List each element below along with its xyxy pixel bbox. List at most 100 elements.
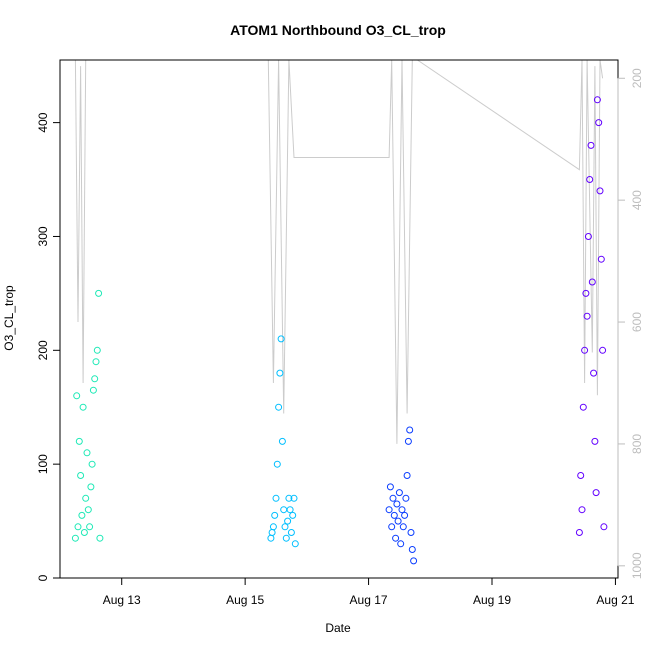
data-point: [410, 557, 418, 565]
data-point: [385, 506, 393, 514]
data-point: [84, 506, 92, 514]
data-point: [87, 483, 95, 491]
data-point: [96, 534, 104, 542]
secondary-y-axis: 200 400 600 800 1000: [617, 68, 644, 579]
data-point: [287, 529, 295, 536]
y-tick-label: 300: [36, 226, 50, 246]
x-axis: Aug 13 Aug 15 Aug 17 Aug 19 Aug 21: [103, 577, 635, 607]
data-point: [273, 460, 281, 468]
data-point: [278, 437, 286, 445]
data-point: [577, 472, 585, 479]
y2-tick-label: 400: [630, 190, 644, 210]
data-point: [407, 529, 415, 536]
y2-tick-label: 200: [630, 68, 644, 88]
data-point: [71, 534, 79, 542]
data-point: [588, 278, 596, 286]
data-point: [286, 506, 294, 514]
data-point: [79, 403, 87, 411]
data-point: [291, 540, 299, 548]
data-point: [408, 546, 416, 553]
data-point: [74, 523, 82, 531]
data-point: [600, 523, 608, 531]
data-point: [290, 494, 298, 502]
data-point: [389, 494, 397, 502]
data-point: [581, 346, 589, 354]
data-point: [404, 437, 412, 445]
data-point: [406, 426, 414, 434]
series-2: [267, 335, 299, 548]
series-4: [575, 96, 608, 536]
data-point: [91, 375, 99, 383]
data-point: [593, 96, 601, 104]
data-point: [276, 369, 284, 377]
data-point: [582, 289, 590, 297]
data-point: [397, 540, 405, 548]
data-point: [590, 369, 598, 377]
data-point: [401, 511, 409, 519]
data-point: [599, 346, 607, 354]
data-point: [394, 517, 402, 525]
data-point: [275, 403, 283, 411]
data-point: [592, 489, 600, 497]
data-point: [392, 534, 400, 542]
data-point: [289, 511, 297, 519]
y2-tick-label: 600: [630, 312, 644, 332]
data-point: [93, 346, 101, 354]
data-point: [89, 386, 97, 394]
data-point: [88, 460, 96, 468]
y2-tick-label: 1000: [630, 552, 644, 579]
data-point: [591, 437, 599, 445]
series-3: [385, 426, 418, 565]
data-point: [78, 511, 86, 519]
y-tick-label: 100: [36, 454, 50, 474]
data-point: [595, 119, 603, 127]
data-point: [282, 534, 290, 542]
x-axis-label: Date: [325, 621, 351, 635]
data-point: [73, 392, 81, 400]
data-point: [587, 141, 595, 149]
data-point: [584, 233, 592, 240]
data-point: [390, 511, 398, 519]
data-point: [596, 187, 604, 195]
data-point: [277, 335, 285, 343]
y-axis: 0 100 200 300 400: [36, 112, 61, 581]
data-point: [586, 176, 594, 183]
data-point: [575, 529, 583, 536]
x-tick-label: Aug 21: [596, 593, 634, 607]
series-1: [71, 289, 104, 542]
x-tick-label: Aug 13: [103, 593, 141, 607]
y-tick-label: 0: [36, 574, 50, 581]
data-point: [402, 494, 410, 502]
y2-tick-label: 800: [630, 434, 644, 454]
data-point: [95, 289, 103, 297]
data-point: [393, 500, 401, 508]
x-tick-label: Aug 19: [473, 593, 511, 607]
data-point: [83, 449, 91, 457]
x-tick-label: Aug 15: [226, 593, 264, 607]
data-point: [80, 529, 88, 536]
data-point: [272, 494, 280, 502]
data-point: [77, 472, 85, 479]
data-point: [579, 403, 587, 411]
data-points-layer: [71, 96, 608, 565]
chart-title: ATOM1 Northbound O3_CL_trop: [230, 22, 446, 38]
data-point: [386, 483, 394, 491]
data-point: [285, 494, 293, 502]
data-point: [271, 511, 279, 519]
data-point: [86, 523, 94, 531]
data-point: [281, 523, 289, 531]
y-tick-label: 400: [36, 112, 50, 132]
data-point: [284, 517, 292, 525]
data-point: [269, 523, 277, 531]
data-point: [388, 523, 396, 531]
data-point: [398, 506, 406, 514]
data-point: [395, 489, 403, 497]
y-tick-label: 200: [36, 340, 50, 360]
data-point: [399, 523, 407, 531]
data-point: [92, 358, 100, 366]
data-point: [82, 494, 90, 502]
data-point: [583, 312, 591, 320]
